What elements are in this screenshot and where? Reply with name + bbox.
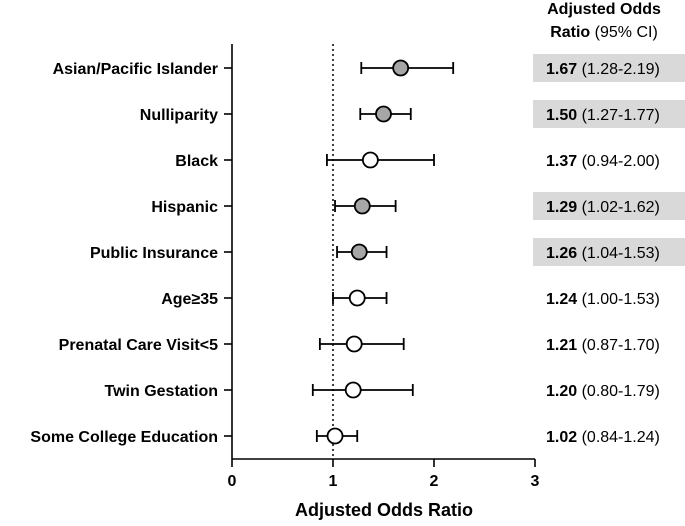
x-tick-label: 3 [531, 473, 540, 490]
or-ci: (0.80-1.79) [577, 383, 660, 400]
or-estimate: 1.02 [546, 429, 577, 446]
point-estimate [392, 59, 410, 77]
or-value-text: 1.50 (1.27-1.77) [546, 107, 660, 124]
or-values: 1.67 (1.28-2.19) 1.50 (1.27-1.77) 1.37 (0.… [546, 61, 660, 446]
forest-row: Nulliparity [140, 105, 412, 124]
x-tick-label: 0 [228, 473, 237, 490]
point-estimate [348, 289, 366, 307]
column-header-ratio: Ratio [550, 24, 590, 41]
row-label: Hispanic [151, 199, 218, 216]
or-ci: (0.87-1.70) [577, 337, 660, 354]
row-label: Public Insurance [90, 245, 218, 262]
point-estimate [350, 243, 368, 261]
or-estimate: 1.26 [546, 245, 577, 262]
forest-row: Asian/Pacific Islander [53, 59, 455, 78]
forest-row: Public Insurance [90, 243, 388, 262]
highlight-boxes [533, 54, 685, 266]
or-ci: (0.94-2.00) [577, 153, 660, 170]
or-ci: (1.04-1.53) [577, 245, 660, 262]
rows: Asian/Pacific Islander Nulliparity Black Hi… [30, 59, 455, 446]
row-label: Age≥35 [161, 291, 218, 308]
or-ci: (0.84-1.24) [577, 429, 660, 446]
column-header-ci: (95% CI) [590, 24, 658, 41]
or-value-text: 1.29 (1.02-1.62) [546, 199, 660, 216]
or-estimate: 1.29 [546, 199, 577, 216]
forest-row: Some College Education [30, 427, 359, 446]
or-ci: (1.27-1.77) [577, 107, 660, 124]
or-ci: (1.02-1.62) [577, 199, 660, 216]
or-value-text: 1.67 (1.28-2.19) [546, 61, 660, 78]
significance-highlight [533, 100, 685, 128]
forest-row: Prenatal Care Visit<5 [59, 335, 405, 354]
point-estimate [345, 335, 363, 353]
forest-row: Age≥35 [161, 289, 388, 308]
or-ci: (1.28-2.19) [577, 61, 660, 78]
or-value-text: 1.26 (1.04-1.53) [546, 245, 660, 262]
or-value-text: 1.02 (0.84-1.24) [546, 429, 660, 446]
column-header: Adjusted Odds Ratio (95% CI) [547, 1, 661, 41]
row-label: Twin Gestation [105, 383, 218, 400]
point-estimate [344, 381, 362, 399]
or-value-text: 1.24 (1.00-1.53) [546, 291, 660, 308]
column-header-line1: Adjusted Odds [547, 1, 661, 18]
or-value-text: 1.21 (0.87-1.70) [546, 337, 660, 354]
or-estimate: 1.67 [546, 61, 577, 78]
significance-highlight [533, 192, 685, 220]
row-label: Some College Education [30, 429, 218, 446]
point-estimate [375, 105, 392, 123]
forest-row: Black [175, 151, 435, 170]
forest-row: Twin Gestation [105, 381, 414, 400]
or-estimate: 1.24 [546, 291, 577, 308]
or-estimate: 1.20 [546, 383, 577, 400]
x-tick-label: 2 [430, 473, 439, 490]
forest-row: Hispanic [151, 197, 397, 216]
row-label: Prenatal Care Visit<5 [59, 337, 218, 354]
or-estimate: 1.50 [546, 107, 577, 124]
or-estimate: 1.21 [546, 337, 577, 354]
or-estimate: 1.37 [546, 153, 577, 170]
x-axis-title: Adjusted Odds Ratio [295, 500, 473, 520]
significance-highlight [533, 238, 685, 266]
or-value-text: 1.20 (0.80-1.79) [546, 383, 660, 400]
significance-highlight [533, 54, 685, 82]
x-tick-label: 1 [329, 473, 338, 490]
or-ci: (1.00-1.53) [577, 291, 660, 308]
row-label: Nulliparity [140, 107, 218, 124]
point-estimate [326, 427, 344, 445]
or-value-text: 1.37 (0.94-2.00) [546, 153, 660, 170]
row-label: Asian/Pacific Islander [53, 61, 218, 78]
row-label: Black [175, 153, 218, 170]
column-header-line2: Ratio (95% CI) [550, 24, 658, 41]
point-estimate [361, 151, 379, 169]
point-estimate [353, 197, 371, 215]
